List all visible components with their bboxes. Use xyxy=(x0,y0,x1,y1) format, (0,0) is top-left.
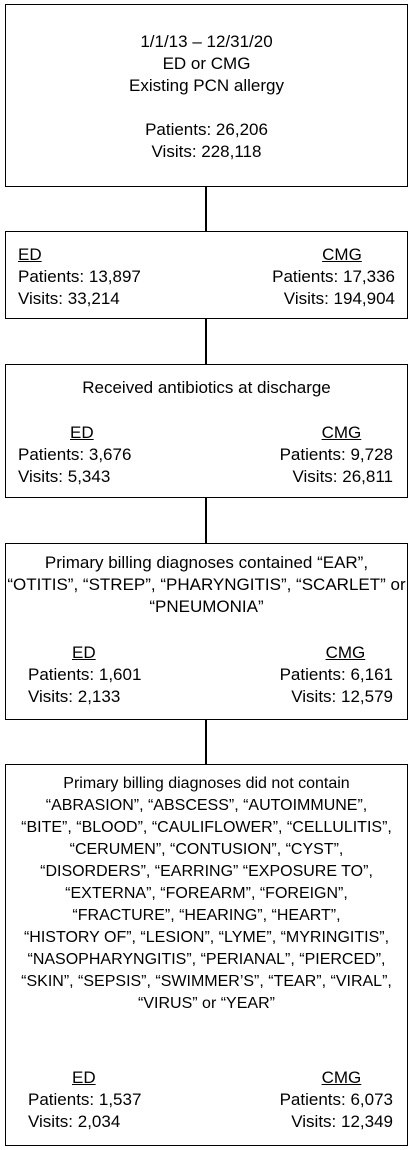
cmg-visits: Visits: 12,579 xyxy=(291,687,393,706)
cmg-visits: Visits: 26,811 xyxy=(292,467,394,486)
title-line: “OTITIS”, “STREP”, “PHARYNGITIS”, “SCARL… xyxy=(7,575,406,594)
ed-visits: Visits: 33,214 xyxy=(18,289,120,308)
patients-count: Patients: 26,206 xyxy=(145,120,268,139)
visits-count: Visits: 228,118 xyxy=(151,142,262,161)
box-title: Received antibiotics at discharge xyxy=(82,378,331,397)
connector-line xyxy=(205,720,207,764)
ed-patients: Patients: 1,537 xyxy=(28,1090,142,1109)
connector-line xyxy=(205,187,207,231)
title-line: “SKIN”, “SEPSIS”, “SWIMMER’S”, “TEAR”, “… xyxy=(21,973,392,990)
title-line: “DISORDERS”, “EARRING” “EXPOSURE TO”, xyxy=(40,863,373,880)
setting-line: ED or CMG xyxy=(162,54,251,73)
cmg-heading: CMG xyxy=(321,1068,362,1087)
criterion-line: Existing PCN allergy xyxy=(129,76,284,95)
box-initial-cohort: 1/1/13 – 12/31/20 ED or CMG Existing PCN… xyxy=(5,4,408,187)
cmg-patients: Patients: 6,073 xyxy=(279,1090,393,1109)
connector-line xyxy=(205,319,207,364)
ed-heading: ED xyxy=(72,643,96,662)
title-line: “BITE”, “BLOOD”, “CAULIFLOWER”, “CELLULI… xyxy=(21,819,392,836)
cmg-patients: Patients: 9,728 xyxy=(279,445,393,464)
ed-patients: Patients: 3,676 xyxy=(18,445,132,464)
ed-heading: ED xyxy=(70,423,94,442)
title-line: “ABRASION”, “ABSCESS”, “AUTOIMMUNE”, xyxy=(45,797,368,814)
title-line: “HISTORY OF”, “LESION”, “LYME”, “MYRINGI… xyxy=(23,929,390,946)
ed-visits: Visits: 5,343 xyxy=(18,467,111,486)
title-line: “PNEUMONIA” xyxy=(149,597,264,616)
cmg-patients: Patients: 17,336 xyxy=(272,267,395,286)
ed-patients: Patients: 13,897 xyxy=(18,267,141,286)
connector-line xyxy=(205,498,207,543)
date-range: 1/1/13 – 12/31/20 xyxy=(140,32,273,51)
ed-patients: Patients: 1,601 xyxy=(28,665,142,684)
title-line: Primary billing diagnoses did not contai… xyxy=(63,775,350,792)
title-line: “FRACTURE”, “HEARING”, “HEART”, xyxy=(72,907,341,924)
box-antibiotics: Received antibiotics at discharge ED Pat… xyxy=(5,364,408,498)
ed-visits: Visits: 2,133 xyxy=(28,687,121,706)
title-line: “CERUMEN”, “CONTUSION”, “CYST”, xyxy=(69,841,344,858)
ed-heading: ED xyxy=(18,245,42,264)
title-line: “EXTERNA”, “FOREARM”, “FOREIGN”, xyxy=(65,885,348,902)
box-included-diagnoses: Primary billing diagnoses contained “EAR… xyxy=(5,543,408,720)
title-line: Primary billing diagnoses contained “EAR… xyxy=(44,553,369,572)
cmg-visits: Visits: 12,349 xyxy=(291,1112,393,1131)
cmg-heading: CMG xyxy=(322,245,362,264)
cmg-visits: Visits: 194,904 xyxy=(283,289,395,308)
title-line: “NASOPHARYNGITIS”, “PERIANAL”, “PIERCED”… xyxy=(27,951,386,968)
ed-heading: ED xyxy=(72,1068,96,1087)
box-by-setting: ED Patients: 13,897 Visits: 33,214 CMG P… xyxy=(5,231,408,319)
cmg-heading: CMG xyxy=(325,643,366,662)
title-line: “VIRUS” or “YEAR” xyxy=(138,995,275,1012)
ed-visits: Visits: 2,034 xyxy=(28,1112,121,1131)
box-excluded-diagnoses: Primary billing diagnoses did not contai… xyxy=(5,764,408,1146)
cmg-patients: Patients: 6,161 xyxy=(279,665,393,684)
cmg-heading: CMG xyxy=(321,423,362,442)
